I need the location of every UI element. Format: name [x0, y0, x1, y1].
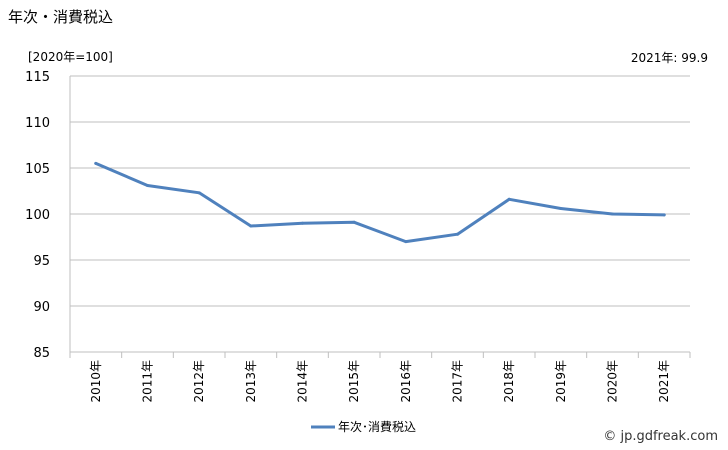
x-tick-label: 2018年 — [502, 360, 516, 403]
source-credit: © jp.gdfreak.com — [603, 429, 718, 444]
x-tick-label: 2015年 — [347, 360, 361, 403]
data-point — [352, 220, 356, 224]
data-point — [301, 221, 304, 225]
series-group — [94, 161, 666, 244]
x-tick-label: 2014年 — [296, 360, 310, 403]
x-tick-label: 2016年 — [399, 360, 413, 403]
x-tick-label: 2021年 — [657, 360, 671, 403]
data-point — [94, 161, 98, 165]
y-tick-label: 90 — [33, 300, 50, 315]
grid-lines — [70, 75, 690, 353]
legend: 年次･消費税込 — [311, 419, 416, 434]
y-tick-label: 100 — [25, 208, 50, 223]
legend-label: 年次･消費税込 — [338, 419, 416, 434]
latest-value-label: 2021年: 99.9 — [630, 51, 708, 65]
data-point — [456, 232, 459, 236]
y-tick-label: 95 — [33, 254, 50, 269]
x-tick-label: 2010年 — [89, 360, 103, 403]
y-tick-label: 105 — [25, 162, 50, 177]
chart-title: 年次・消費税込 — [8, 8, 114, 26]
y-tick-label: 110 — [25, 116, 50, 131]
data-point — [662, 213, 666, 217]
data-point — [197, 191, 201, 195]
y-axis: 85 90 95 100 105 110 115 — [25, 70, 71, 361]
x-tick-label: 2017年 — [451, 360, 465, 403]
y-tick-label: 85 — [33, 346, 50, 361]
data-point — [507, 197, 511, 201]
x-tick-label: 2011年 — [141, 360, 155, 403]
data-point — [404, 240, 408, 244]
x-axis: 2010年 2011年 2012年 2013年 2014年 2015年 2016年 2017年… — [69, 351, 691, 403]
x-tick-label: 2012年 — [192, 360, 206, 403]
x-tick-label: 2020年 — [606, 360, 620, 403]
data-point — [559, 206, 563, 210]
series-line — [94, 161, 666, 244]
y-tick-label: 115 — [25, 70, 50, 85]
x-tick-label: 2019年 — [554, 360, 568, 403]
data-point — [249, 224, 253, 228]
data-point — [146, 183, 149, 187]
unit-label: [2020年=100] — [28, 50, 113, 64]
data-point — [611, 212, 614, 216]
x-tick-label: 2013年 — [244, 360, 258, 403]
